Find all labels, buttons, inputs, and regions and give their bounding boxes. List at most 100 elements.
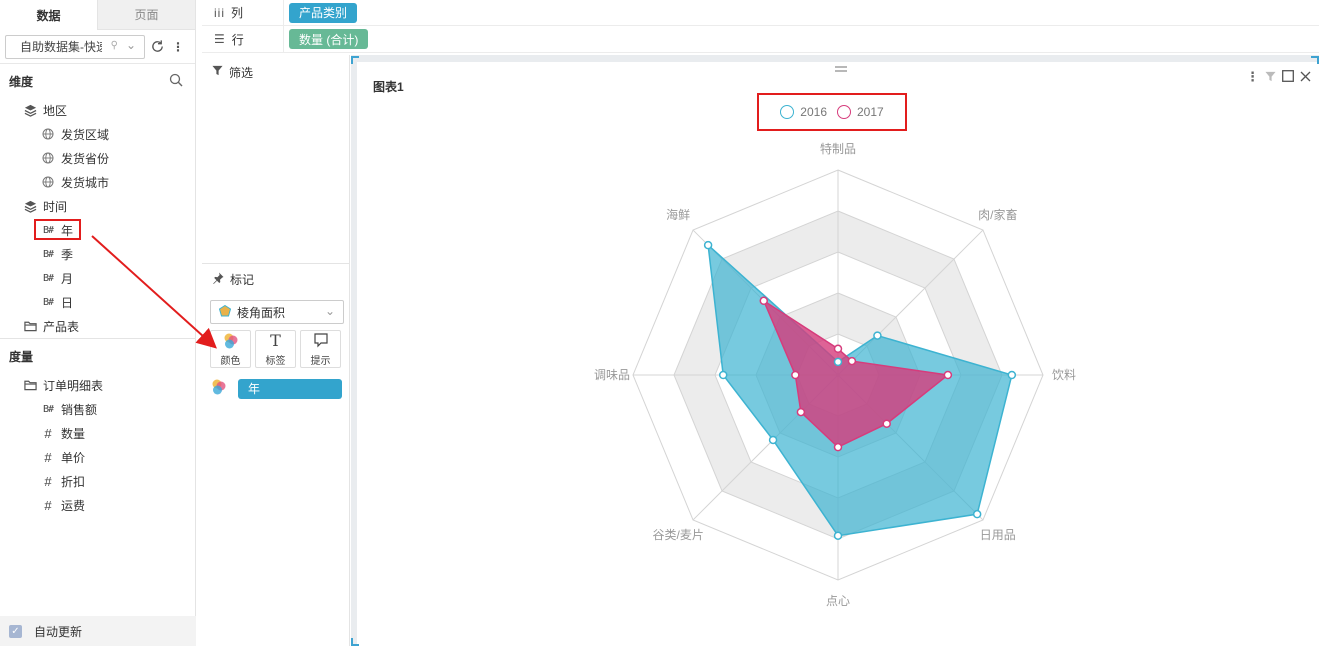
color-button[interactable]: 颜色 [210, 330, 251, 368]
radar-category-label: 日用品 [980, 528, 1016, 542]
auto-update-row[interactable]: ✓ 自动更新 [0, 616, 196, 646]
close-icon[interactable] [1300, 70, 1311, 85]
radar-data-point [703, 240, 713, 250]
dataset-select-value: 自助数据集-快速 [20, 40, 102, 54]
color-field-row: 年 [210, 378, 349, 399]
chart-card[interactable]: 图表1 ⋮ 2016 2017 特制品 肉/家畜 饮料 日用品 点心 谷类/麦片 调味品海 [351, 56, 1319, 646]
config-panel: 筛选 标记 棱角面积 ⌄ 颜色 T 标签 [202, 55, 350, 646]
chevron-down-icon: ⌄ [125, 37, 136, 52]
color-field-pill[interactable]: 年 [238, 378, 342, 399]
columns-shelf-label: iii 列 [202, 0, 284, 25]
columns-label-text: 列 [231, 6, 244, 20]
date-hash-icon: B# [42, 272, 54, 284]
radar-category-label: 特制品 [820, 141, 856, 156]
filter-dropzone[interactable] [202, 89, 349, 263]
radar-data-point [718, 370, 728, 380]
mark-type-value: 棱角面积 [237, 305, 286, 320]
drag-handle-icon[interactable] [834, 65, 848, 73]
radar-data-point [833, 357, 843, 367]
tree-item-label: 年 [61, 223, 74, 238]
color-circles-icon [222, 332, 240, 352]
tooltip-button[interactable]: 提示 [300, 330, 341, 368]
tree-field[interactable]: 发货城市 [0, 170, 195, 194]
chevron-down-icon: ⌄ [324, 304, 335, 318]
legend-label: 2017 [857, 105, 884, 119]
filter-header[interactable]: 筛选 [202, 55, 349, 89]
hash-icon: # [44, 449, 52, 465]
radar-data-point [768, 435, 778, 445]
tree-field[interactable]: # 数量 [0, 421, 195, 445]
more-vertical-icon[interactable]: ⋮ [172, 39, 184, 54]
tree-field[interactable]: B# 年 [0, 218, 195, 242]
mark-header: 标记 [202, 264, 349, 294]
rows-label-text: 行 [231, 32, 244, 47]
auto-update-label: 自动更新 [34, 624, 83, 639]
globe-icon [40, 175, 56, 189]
color-circles-icon [210, 378, 228, 399]
folder-icon [22, 319, 38, 333]
tree-field[interactable]: B# 季 [0, 242, 195, 266]
label-button[interactable]: T 标签 [255, 330, 296, 368]
tree-field[interactable]: # 单价 [0, 445, 195, 469]
resize-corner[interactable] [351, 638, 359, 646]
checkbox-checked-icon[interactable]: ✓ [9, 624, 22, 638]
dataset-row: 自助数据集-快速 ⚲ ⌄ ⋮ [0, 30, 195, 64]
tree-group[interactable]: 地区 [0, 98, 195, 122]
mark-type-select[interactable]: 棱角面积 ⌄ [210, 300, 344, 324]
tree-field[interactable]: B# 日 [0, 290, 195, 314]
radar-category-label: 肉/家畜 [978, 207, 1017, 222]
measure-list: 订单明细表 B# 销售额 # 数量 # 单价 # 折扣 # 运费 [0, 373, 195, 517]
radar-data-point [882, 419, 891, 428]
tree-field[interactable]: B# 销售额 [0, 397, 195, 421]
color-button-label: 颜色 [220, 355, 241, 367]
columns-shelf: iii 列 产品类别 [202, 0, 1319, 26]
tab-data[interactable]: 数据 [0, 0, 97, 30]
resize-corner[interactable] [1311, 56, 1319, 64]
more-vertical-icon[interactable]: ⋮ [1246, 69, 1259, 84]
tree-field[interactable]: B# 月 [0, 266, 195, 290]
maximize-icon[interactable] [1282, 69, 1294, 85]
globe-icon [40, 127, 56, 141]
resize-corner[interactable] [351, 56, 359, 64]
speech-bubble-icon [313, 332, 329, 352]
date-hash-icon: B# [42, 296, 54, 308]
tab-page[interactable]: 页面 [97, 0, 195, 30]
tree-item-label: 产品表 [43, 319, 80, 334]
tree-field[interactable]: # 运费 [0, 493, 195, 517]
tree-field[interactable]: # 折扣 [0, 469, 195, 493]
dimension-header: 维度 [9, 74, 34, 89]
tree-field[interactable]: 发货省份 [0, 146, 195, 170]
tree-item-label: 数量 [61, 426, 86, 441]
legend-item-2016[interactable]: 2016 [780, 105, 827, 119]
tree-group[interactable]: 订单明细表 [0, 373, 195, 397]
globe-icon [40, 151, 56, 165]
rows-field-pill[interactable]: 数量 (合计) [289, 29, 369, 49]
rows-shelf: ☰ 行 数量 (合计) [202, 26, 1319, 53]
text-T-icon: T [270, 330, 281, 350]
dataset-select[interactable]: 自助数据集-快速 ⚲ ⌄ [5, 34, 145, 59]
tree-item-label: 订单明细表 [43, 378, 104, 393]
tree-field[interactable]: 发货区域 [0, 122, 195, 146]
legend-marker-icon [837, 105, 851, 119]
legend-label: 2016 [800, 105, 827, 119]
legend-item-2017[interactable]: 2017 [837, 105, 884, 119]
radar-data-point [943, 370, 953, 380]
radar-category-label: 海鲜 [666, 207, 690, 222]
radar-data-point [791, 370, 800, 380]
rows-icon: ☰ [214, 32, 226, 46]
legend-marker-icon [780, 105, 795, 119]
columns-icon: iii [214, 5, 225, 20]
columns-field-pill[interactable]: 产品类别 [289, 2, 358, 23]
refresh-icon[interactable] [148, 38, 166, 56]
dimension-list: 地区 发货区域 发货省份 发货城市 时间 B# 年 B# 季 B# 月 B# 日产品表 [0, 98, 195, 338]
radar-data-point [796, 407, 806, 417]
layers-icon [22, 199, 38, 213]
filter-icon [212, 65, 223, 79]
hash-icon: # [44, 473, 52, 489]
radar-category-label: 饮料 [1052, 368, 1076, 382]
tree-group[interactable]: 时间 [0, 194, 195, 218]
search-icon[interactable] [169, 73, 183, 90]
filter-icon[interactable] [1265, 70, 1276, 85]
tree-group[interactable]: 产品表 [0, 314, 195, 338]
